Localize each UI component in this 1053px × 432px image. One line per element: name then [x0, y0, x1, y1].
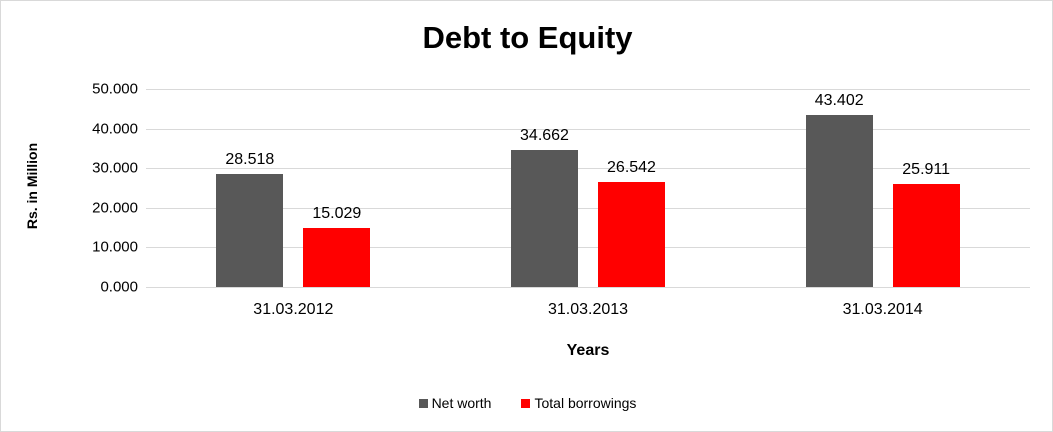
bar-value-label: 43.402 — [814, 92, 864, 110]
x-axis-tick-label: 31.03.2014 — [842, 301, 923, 318]
legend-swatch-icon — [521, 398, 531, 408]
gridline — [146, 168, 1030, 170]
y-axis-title-label: Rs. in Million — [24, 142, 40, 230]
chart-title: Debt to Equity — [422, 20, 633, 55]
bar-value-label: 34.662 — [520, 126, 569, 144]
bar[interactable] — [597, 181, 665, 287]
bar[interactable] — [892, 184, 960, 287]
gridline — [146, 287, 1030, 288]
y-axis-tick-label: 0.000 — [100, 278, 138, 296]
bar-group: 43.402 25.911 — [735, 89, 1030, 287]
gridline — [146, 89, 1030, 90]
x-axis-tick-labels: 31.03.2012 31.03.2013 31.03.2014 — [146, 301, 1030, 325]
y-axis-tick-label: 10.000 — [92, 238, 138, 256]
y-axis-title: Rs. in Million — [23, 111, 41, 261]
y-axis-tick-labels: 0.000 10.000 20.000 30.000 40.000 50.000 — [46, 81, 138, 296]
legend-item[interactable]: Net worth — [418, 395, 492, 411]
y-axis-tick-label: 50.000 — [92, 80, 138, 98]
x-axis-tick-label: 31.03.2012 — [253, 301, 334, 318]
gridline — [146, 128, 1030, 130]
bar[interactable] — [510, 149, 578, 287]
bar[interactable] — [303, 227, 371, 287]
gridline — [146, 247, 1030, 249]
chart-legend: Net worth Total borrowings — [1, 395, 1052, 411]
bar[interactable] — [216, 174, 284, 287]
legend-label: Total borrowings — [534, 395, 637, 411]
bar-value-label: 28.518 — [225, 151, 275, 169]
y-axis-tick-label: 20.000 — [92, 199, 138, 217]
bar-value-label: 15.029 — [312, 204, 362, 222]
gridline — [146, 207, 1030, 209]
y-axis-tick-label: 40.000 — [92, 120, 138, 138]
bar-value-label: 25.911 — [902, 161, 951, 179]
bar[interactable] — [805, 115, 873, 287]
x-axis-tick-label: 31.03.2013 — [547, 301, 629, 318]
x-axis-title: Years — [566, 342, 610, 359]
plot-area: 28.518 15.029 34.662 26.542 43.402 25.911 — [146, 89, 1030, 288]
legend-swatch-icon — [418, 398, 428, 408]
legend-item[interactable]: Total borrowings — [521, 395, 636, 411]
bar-group: 28.518 15.029 — [146, 89, 441, 287]
y-axis-tick-label: 30.000 — [92, 159, 138, 177]
bar-group: 34.662 26.542 — [441, 89, 736, 287]
legend-label: Net worth — [431, 395, 492, 411]
bar-value-label: 26.542 — [607, 158, 656, 176]
